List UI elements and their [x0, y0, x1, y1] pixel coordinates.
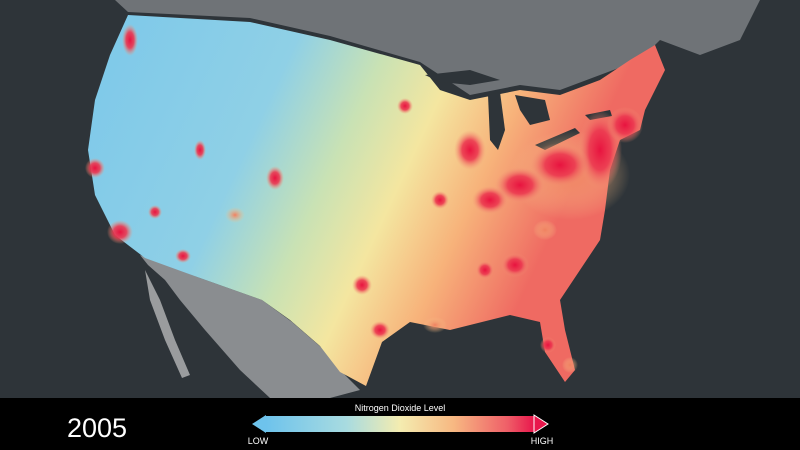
lake-superior [425, 70, 500, 85]
baja [145, 270, 190, 378]
mexico [140, 255, 360, 398]
legend-arrow-low [252, 415, 266, 433]
lake-michigan [488, 92, 505, 150]
legend-high-label: HIGH [531, 436, 554, 446]
legend-low-label: LOW [248, 436, 269, 446]
year-label: 2005 [67, 413, 127, 443]
hotspots [85, 24, 643, 373]
lake-huron [515, 95, 550, 125]
canada [115, 0, 760, 95]
legend-arrow-high [533, 414, 549, 434]
legend-title: Nitrogen Dioxide Level [355, 403, 446, 413]
legend-color-bar [266, 416, 534, 432]
